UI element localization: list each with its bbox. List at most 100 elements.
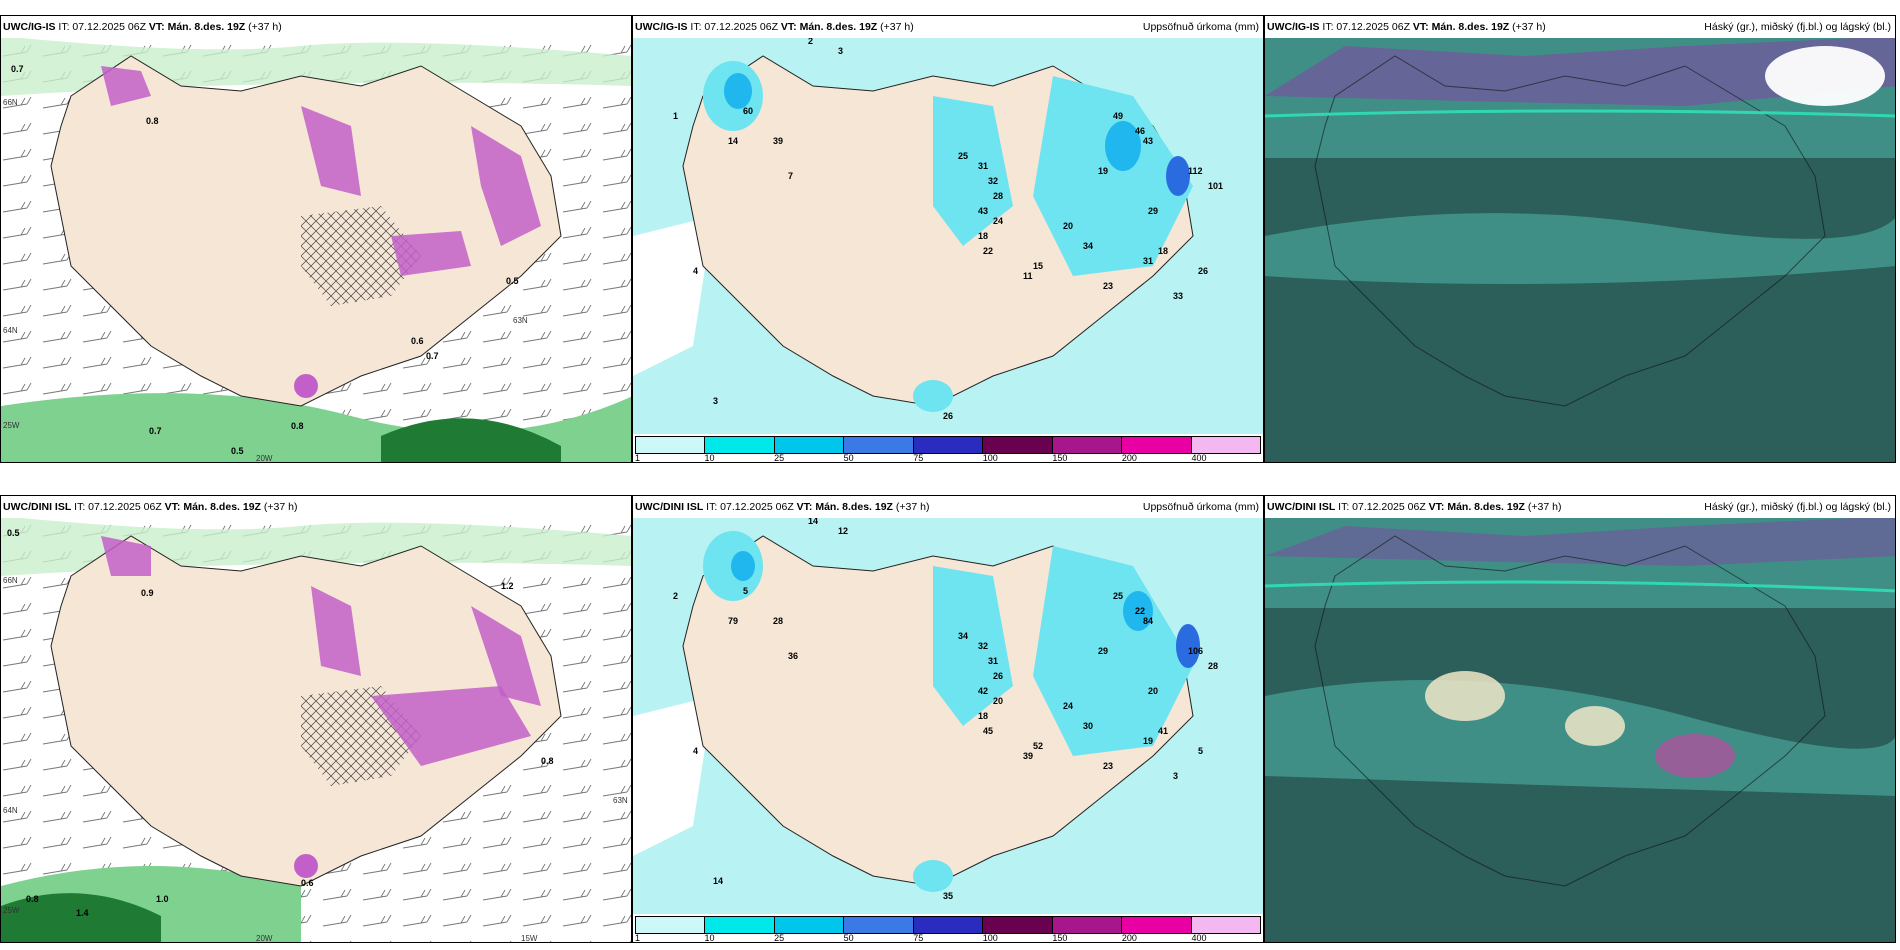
wind-label: 0.8 bbox=[146, 116, 159, 126]
scale-tick-label: 100 bbox=[982, 933, 998, 943]
scale-tick-label: 10 bbox=[704, 933, 715, 943]
scale-tick-label: 1 bbox=[635, 933, 641, 943]
axis-lon-label: 25W bbox=[3, 906, 20, 915]
wind-label: 1.2 bbox=[501, 581, 514, 591]
precip-value: 14 bbox=[808, 516, 819, 526]
panel-title: UWC/DINI ISL IT: 07.12.2025 06Z VT: Mán.… bbox=[633, 496, 1263, 518]
map-canvas bbox=[633, 518, 1263, 918]
precip-value: 29 bbox=[1098, 646, 1109, 656]
scale-bar bbox=[635, 916, 1261, 934]
precip-value: 26 bbox=[1198, 266, 1209, 276]
scale-segment bbox=[1191, 917, 1260, 933]
precip-value: 24 bbox=[993, 216, 1004, 226]
cloud-map-top[interactable]: UWC/IG-IS IT: 07.12.2025 06Z VT: Mán. 8.… bbox=[1264, 15, 1896, 463]
axis-lon-label: 15W bbox=[521, 934, 538, 943]
scale-tick-label: 25 bbox=[774, 933, 785, 943]
scale-segment bbox=[844, 917, 914, 933]
precip-value: 31 bbox=[1143, 256, 1154, 266]
axis-lat-label: 64N bbox=[3, 326, 18, 335]
precip-value: 34 bbox=[958, 631, 969, 641]
scale-segment bbox=[983, 437, 1053, 453]
scale-segment bbox=[636, 917, 706, 933]
precip-value: 41 bbox=[1158, 726, 1169, 736]
scale-tick-label: 100 bbox=[982, 453, 998, 463]
wind-label: 0.7 bbox=[11, 64, 24, 74]
precip-value: 112 bbox=[1188, 166, 1203, 176]
precip-value: 20 bbox=[1063, 221, 1074, 231]
precip-value: 20 bbox=[993, 696, 1004, 706]
scale-tick-label: 25 bbox=[774, 453, 785, 463]
precip-value: 24 bbox=[1063, 701, 1074, 711]
axis-lat-label: 63N bbox=[613, 796, 628, 805]
scale-segment bbox=[913, 917, 984, 933]
wind-label: 0.8 bbox=[541, 756, 554, 766]
map-canvas bbox=[1, 16, 631, 462]
precip-value: 23 bbox=[1103, 761, 1114, 771]
wind-label: 0.7 bbox=[426, 351, 439, 361]
precip-map-top[interactable]: UWC/IG-IS IT: 07.12.2025 06Z VT: Mán. 8.… bbox=[632, 15, 1264, 463]
scale-segment bbox=[1122, 437, 1192, 453]
scale-tick-label: 400 bbox=[1191, 453, 1207, 463]
wind-snow-map-bottom[interactable]: UWC/DINI ISL IT: 07.12.2025 06Z VT: Mán.… bbox=[0, 495, 632, 943]
scale-tick-label: 200 bbox=[1121, 453, 1137, 463]
precip-value: 14 bbox=[713, 876, 724, 886]
precip-value: 49 bbox=[1113, 111, 1124, 121]
wind-snow-map-top[interactable]: UWC/IG-IS IT: 07.12.2025 06Z VT: Mán. 8.… bbox=[0, 15, 632, 463]
panel-title: UWC/IG-IS IT: 07.12.2025 06Z VT: Mán. 8.… bbox=[633, 16, 1263, 38]
precip-value: 79 bbox=[728, 616, 739, 626]
scale-tick-label: 200 bbox=[1121, 933, 1137, 943]
cloud-title: Háský (gr.), miðský (fj.bl.) og lágský (… bbox=[1700, 16, 1891, 38]
precip-value: 43 bbox=[1143, 136, 1154, 146]
precip-value: 28 bbox=[993, 191, 1004, 201]
precip-value: 23 bbox=[1103, 281, 1114, 291]
scale-segment bbox=[636, 437, 706, 453]
panel-title: UWC/DINI ISL IT: 07.12.2025 06Z VT: Mán.… bbox=[1, 496, 631, 518]
scale-tick-label: 75 bbox=[913, 933, 924, 943]
map-canvas bbox=[1, 496, 631, 942]
precip-value: 43 bbox=[978, 206, 989, 216]
wind-label: 0.5 bbox=[231, 446, 244, 456]
precip-value: 46 bbox=[1135, 126, 1146, 136]
map-canvas bbox=[1265, 16, 1895, 462]
precip-value: 15 bbox=[1033, 261, 1044, 271]
precip-value: 32 bbox=[978, 641, 989, 651]
precip-value: 3 bbox=[838, 46, 844, 56]
wind-label: 0.5 bbox=[7, 528, 20, 538]
precip-value: 12 bbox=[838, 526, 849, 536]
axis-lat-label: 64N bbox=[3, 806, 18, 815]
axis-lat-label: 63N bbox=[513, 316, 528, 325]
axis-lat-label: 66N bbox=[3, 98, 18, 107]
wind-label: 0.5 bbox=[506, 276, 519, 286]
scale-tick-label: 1 bbox=[635, 453, 641, 463]
precip-value: 52 bbox=[1033, 741, 1044, 751]
precip-title: Uppsöfnuð úrkoma (mm) bbox=[1138, 496, 1259, 518]
precip-value: 14 bbox=[728, 136, 739, 146]
wind-label: 0.7 bbox=[149, 426, 162, 436]
precip-value: 60 bbox=[743, 106, 754, 116]
wind-label: 0.6 bbox=[411, 336, 424, 346]
precip-value: 28 bbox=[773, 616, 784, 626]
precip-value: 101 bbox=[1208, 181, 1224, 191]
precip-value: 31 bbox=[988, 656, 999, 666]
precip-title: Uppsöfnuð úrkoma (mm) bbox=[1138, 16, 1259, 38]
precip-value: 34 bbox=[1083, 241, 1094, 251]
scale-tick-label: 150 bbox=[1052, 933, 1068, 943]
axis-lat-label: 66N bbox=[3, 576, 18, 585]
map-canvas bbox=[633, 38, 1263, 438]
precip-value: 4 bbox=[693, 266, 699, 276]
wind-label: 0.6 bbox=[301, 878, 314, 888]
cloud-map-bottom[interactable]: UWC/DINI ISL IT: 07.12.2025 06Z VT: Mán.… bbox=[1264, 495, 1896, 943]
precip-map-bottom[interactable]: UWC/DINI ISL IT: 07.12.2025 06Z VT: Mán.… bbox=[632, 495, 1264, 943]
precip-value: 84 bbox=[1143, 616, 1154, 626]
precip-value: 30 bbox=[1083, 721, 1094, 731]
precip-value: 3 bbox=[1173, 771, 1179, 781]
iceland-outline bbox=[1314, 55, 1826, 407]
precip-value: 25 bbox=[1113, 591, 1124, 601]
precip-value: 4 bbox=[693, 746, 699, 756]
precip-value: 18 bbox=[978, 711, 989, 721]
scale-segment bbox=[983, 917, 1053, 933]
precip-value: 18 bbox=[1158, 246, 1169, 256]
scale-bar bbox=[635, 436, 1261, 454]
scale-segment bbox=[1052, 917, 1123, 933]
wind-label: 1.4 bbox=[76, 908, 89, 918]
